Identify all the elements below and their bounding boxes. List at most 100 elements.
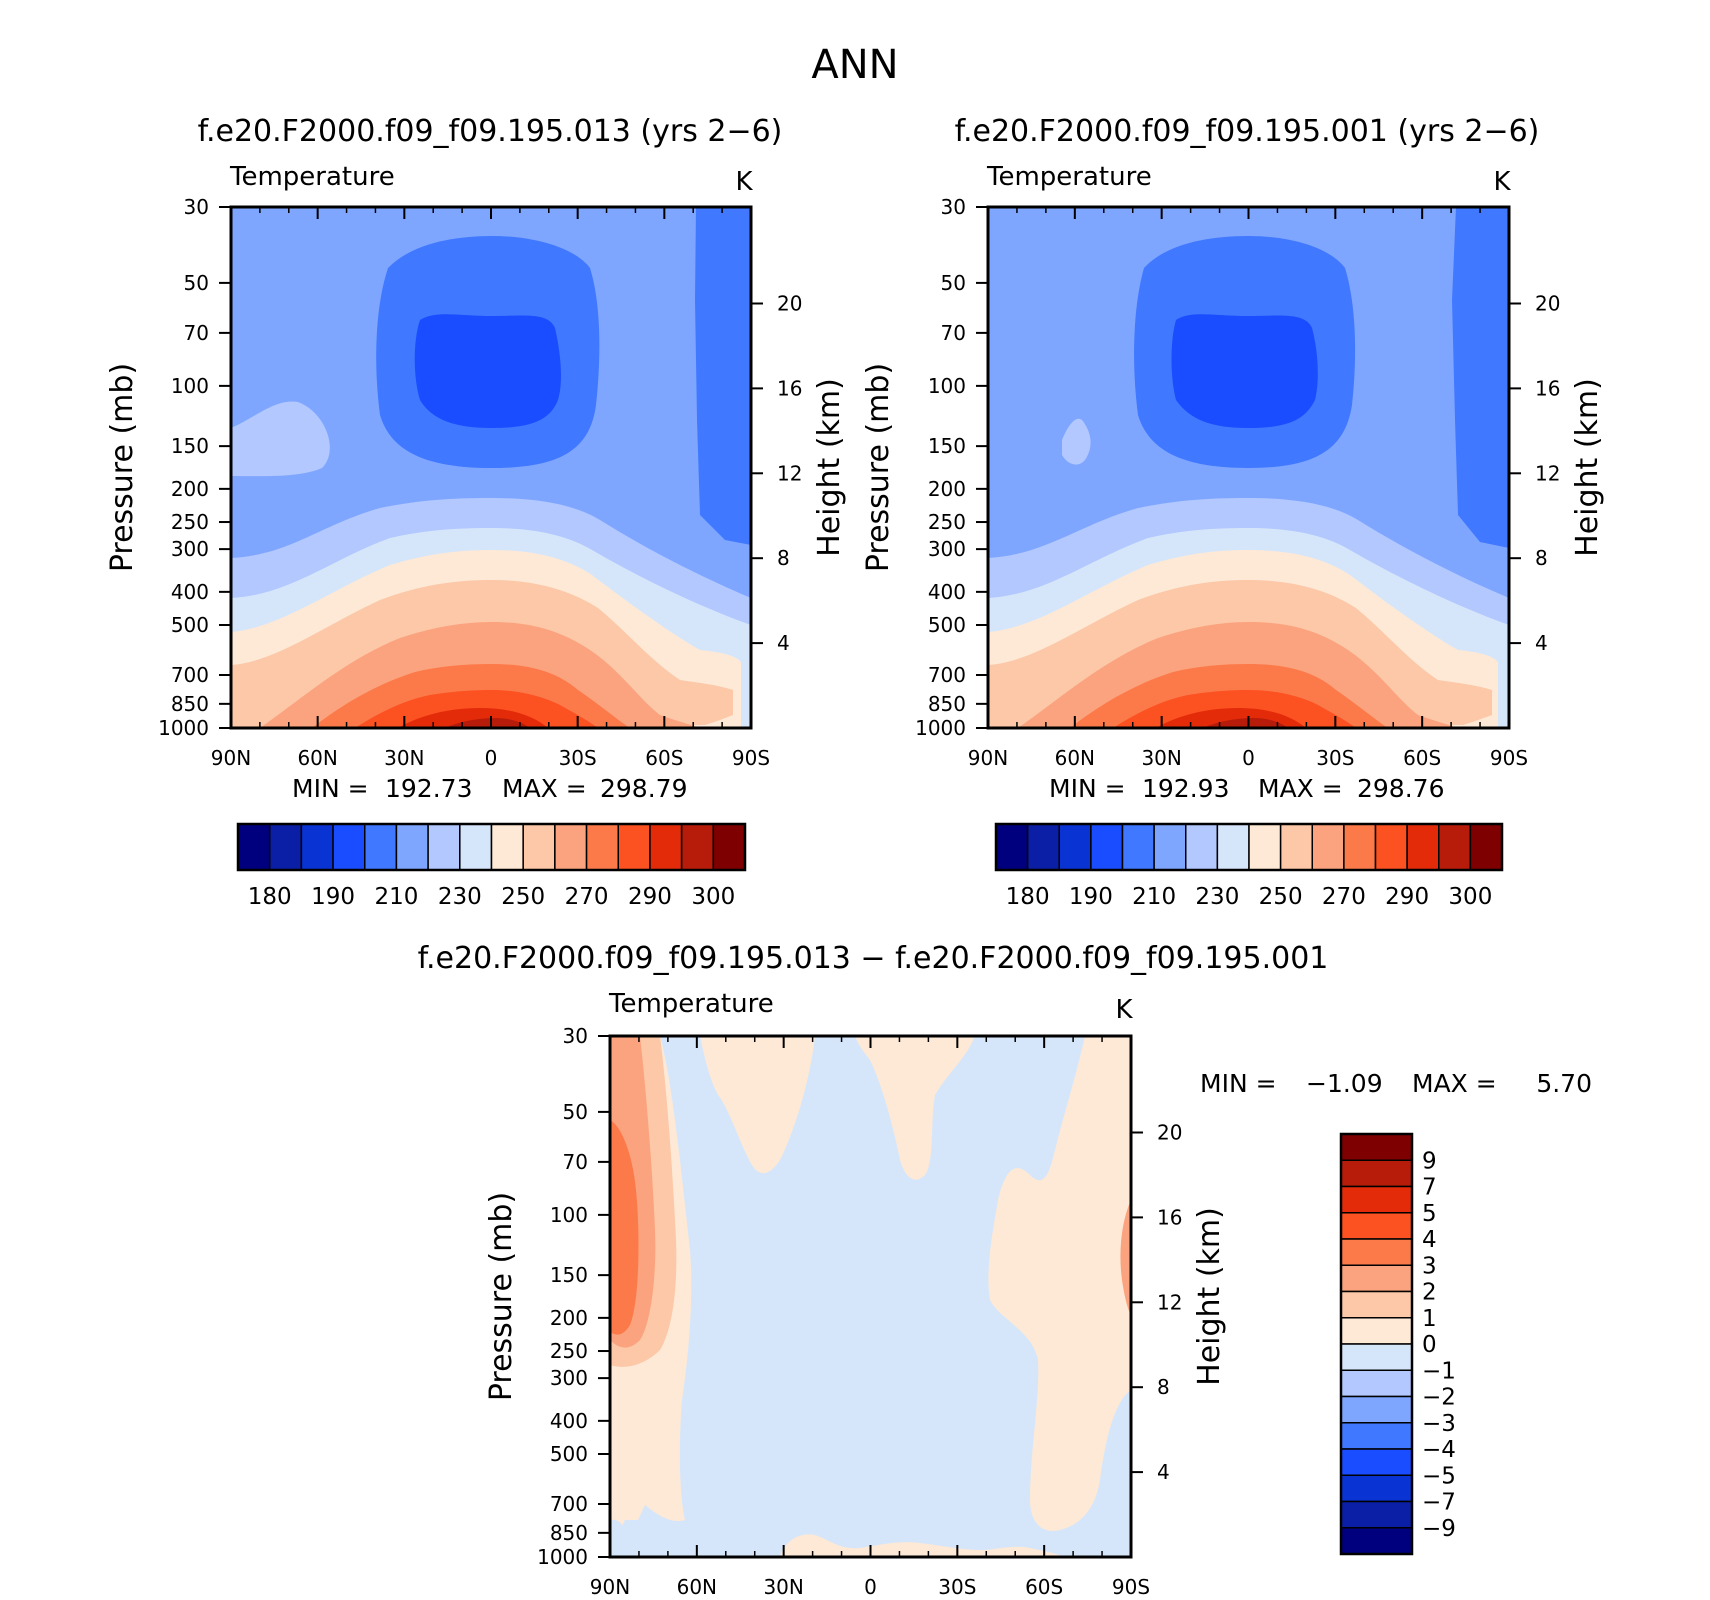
colorbar-swatch: [300, 823, 334, 871]
colorbar-swatch: [1340, 1290, 1413, 1319]
colorbar-swatch: [554, 823, 588, 871]
y-tick-label: 500: [550, 1442, 588, 1466]
x-tick-label: 60S: [1403, 746, 1441, 770]
contour-level-3-4: [610, 1120, 639, 1335]
units-label: K: [1115, 995, 1133, 1025]
contour-positive-south-column: [988, 1036, 1131, 1531]
colorbar-label: 3: [1422, 1253, 1437, 1279]
contour-tropical-cold-inner: [414, 314, 562, 428]
x-tick-label: 60S: [1025, 1575, 1063, 1599]
panel-title: f.e20.F2000.f09_f09.195.013 (yrs 2−6): [198, 114, 783, 149]
variable-label: Temperature: [229, 162, 395, 192]
stat-max-value: 298.76: [1357, 774, 1444, 803]
y-tick-label: 300: [928, 537, 966, 561]
y-tick-label: 250: [928, 510, 966, 534]
panel-run-013: f.e20.F2000.f09_f09.195.013 (yrs 2−6) Te…: [105, 114, 847, 910]
height-tick-label: 16: [1157, 1205, 1182, 1229]
y-tick-label: 30: [184, 195, 209, 219]
height-tick-label: 20: [777, 291, 802, 315]
y-tick-label: 150: [928, 434, 966, 458]
colorbar-frame: [994, 822, 1504, 872]
colorbar-swatch: [1340, 1264, 1413, 1293]
stat-min-label: MIN =: [292, 774, 369, 803]
y-axis-label: Pressure (mb): [484, 1192, 519, 1401]
colorbar-swatch: [1340, 1422, 1413, 1450]
y-right-axis-label: Height (km): [812, 378, 847, 557]
colorbar-label: −3: [1422, 1411, 1456, 1437]
contour-tropical-cold-inner: [1171, 314, 1318, 428]
colorbar-swatch: [332, 823, 366, 871]
colorbar-label: −7: [1422, 1490, 1456, 1516]
x-tick-label: 60S: [645, 746, 683, 770]
colorbar-swatch: [1340, 1212, 1413, 1240]
colorbar-label: 5: [1422, 1201, 1437, 1227]
colorbar-swatch: [395, 823, 429, 871]
colorbar-frame: [236, 822, 747, 872]
stat-min-value: −1.09: [1306, 1069, 1383, 1098]
contour-positive-upper-south: [855, 1036, 975, 1180]
x-tick-label: 0: [1242, 746, 1255, 770]
y-tick-label: 500: [171, 613, 209, 637]
x-tick-label: 90N: [211, 746, 251, 770]
colorbar-label: 4: [1422, 1227, 1437, 1253]
y-tick-label: 300: [550, 1366, 588, 1390]
y-tick-label: 50: [563, 1100, 588, 1124]
colorbar-swatch: [1058, 823, 1092, 871]
colorbar-label: 230: [1195, 884, 1239, 910]
y-tick-label: 400: [171, 580, 209, 604]
height-tick-label: 8: [1535, 546, 1548, 570]
x-tick-label: 90S: [1490, 746, 1528, 770]
colorbar-swatch: [1216, 823, 1250, 871]
height-tick-label: 16: [777, 376, 802, 400]
y-tick-label: 250: [550, 1339, 588, 1363]
colorbar-swatch: [585, 823, 619, 871]
colorbar-swatch: [1374, 823, 1408, 871]
y-tick-label: 100: [550, 1203, 588, 1227]
colorbar-swatch: [1340, 1500, 1413, 1529]
axes: 90N 60N 30N 0 30S 60S 90S 30 50 70 100 150 200 250 300…: [484, 1024, 1227, 1599]
colorbar-swatch: [680, 823, 715, 871]
contour-field: [610, 1036, 1131, 1557]
y-tick-label: 250: [171, 510, 209, 534]
height-tick-label: 8: [1157, 1375, 1170, 1399]
stat-max-label: MAX =: [1258, 774, 1343, 803]
colorbar-label: 190: [311, 884, 355, 910]
x-tick-label: 60N: [677, 1575, 717, 1599]
contour-positive-surface: [780, 1534, 1065, 1557]
figure-title: ANN: [811, 42, 898, 88]
y-tick-label: 30: [563, 1024, 588, 1048]
height-tick-label: 12: [1157, 1290, 1182, 1314]
y-tick-label: 70: [563, 1150, 588, 1174]
colorbar-swatch: [1026, 823, 1060, 871]
y-right-axis-label: Height (km): [1570, 378, 1605, 557]
units-label: K: [735, 167, 753, 197]
colorbar-swatch: [490, 823, 524, 871]
y-tick-label: 200: [171, 477, 209, 501]
x-tick-label: 60N: [1055, 746, 1095, 770]
x-tick-label: 90S: [732, 746, 770, 770]
colorbar-swatch: [268, 823, 303, 871]
y-tick-label: 70: [941, 321, 966, 345]
colorbar-label: 9: [1422, 1148, 1437, 1174]
colorbar-swatch: [1185, 823, 1219, 871]
y-tick-label: 50: [184, 271, 209, 295]
contour-arctic-warm: [1062, 418, 1091, 465]
panel-title: f.e20.F2000.f09_f09.195.001 (yrs 2−6): [955, 114, 1540, 149]
y-tick-label: 850: [550, 1521, 588, 1545]
colorbar-swatch: [1343, 823, 1377, 871]
contour-field: [988, 207, 1509, 728]
colorbar-swatch: [522, 823, 556, 871]
colorbar-swatch: [995, 823, 1029, 871]
y-tick-label: 300: [171, 537, 209, 561]
height-tick-label: 4: [777, 631, 790, 655]
y-tick-label: 1000: [915, 716, 966, 740]
y-tick-label: 400: [550, 1409, 588, 1433]
axes: 90N 60N 30N 0 30S 60S 90S 30 50 70 100 150 200 250 300…: [861, 195, 1605, 770]
height-tick-label: 4: [1535, 631, 1548, 655]
colorbar-swatch: [1406, 823, 1440, 871]
x-tick-label: 0: [485, 746, 498, 770]
colorbar-label: 290: [1385, 884, 1429, 910]
x-tick-label: 0: [864, 1575, 877, 1599]
colorbar-swatch: [1340, 1185, 1413, 1214]
